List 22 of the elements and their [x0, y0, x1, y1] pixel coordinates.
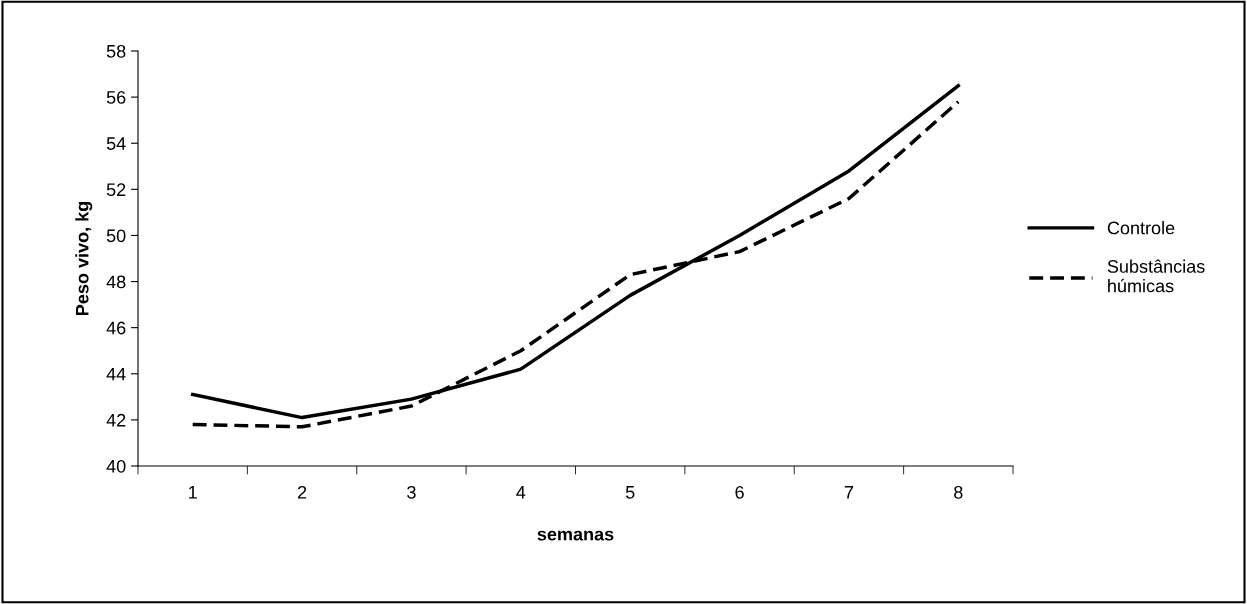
x-tick-label: 2: [297, 485, 307, 499]
legend-label: Substâncias húmicas: [1107, 259, 1205, 293]
x-axis-title: semanas: [537, 530, 614, 541]
y-axis-title: Peso vivo, kg: [75, 202, 93, 315]
y-tick-label: 56: [106, 91, 126, 104]
x-tick-label: 3: [407, 485, 416, 499]
y-tick-label: 54: [106, 137, 126, 150]
y-tick-label: 40: [106, 459, 126, 473]
y-tick-label: 52: [106, 183, 126, 197]
y-tick-label: 44: [106, 367, 126, 381]
x-tick-label: 5: [625, 486, 635, 499]
x-tick-label: 1: [189, 486, 197, 499]
y-tick-label: 50: [106, 229, 126, 243]
y-tick-label: 58: [106, 44, 126, 58]
y-tick-label: 42: [106, 413, 126, 427]
legend-label: Controle: [1107, 221, 1175, 235]
y-tick-label: 48: [106, 275, 126, 289]
y-tick-label: 46: [106, 321, 126, 335]
x-tick-label: 6: [735, 485, 744, 499]
x-tick-label: 4: [516, 486, 526, 499]
x-tick-label: 8: [954, 485, 963, 499]
x-tick-label: 7: [844, 486, 854, 499]
